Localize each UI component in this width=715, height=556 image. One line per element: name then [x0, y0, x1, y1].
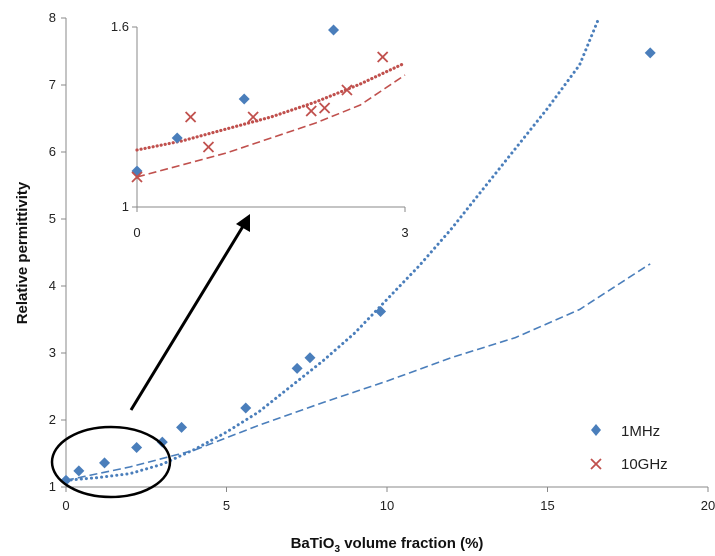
main-point-1mhz — [156, 436, 168, 448]
main-point-1mhz — [304, 352, 316, 364]
inset-point-10ghz — [341, 84, 353, 96]
main-point-1mhz — [240, 402, 252, 414]
main-point-1mhz — [375, 305, 387, 317]
main-y-tick-label: 3 — [49, 345, 56, 360]
inset-point-10ghz — [305, 105, 317, 117]
main-x-tick-label: 20 — [701, 498, 715, 513]
inset-x-tick-label: 0 — [133, 225, 140, 240]
main-dotted-fit-line — [64, 16, 601, 482]
main-dashed-fit-line — [65, 263, 651, 482]
main-x-tick-label: 10 — [380, 498, 394, 513]
inset-y-tick-label: 1 — [122, 199, 129, 214]
inset-y-tick-label: 1.6 — [111, 19, 129, 34]
main-y-tick-label: 6 — [49, 144, 56, 159]
legend-diamond-marker — [591, 424, 601, 436]
legend-item-1mhz: 1MHz — [591, 423, 660, 440]
zoom-arrow-head — [236, 214, 250, 232]
main-point-1mhz — [99, 457, 111, 469]
x-axis-label: BaTiO3 volume fraction (%) — [291, 535, 484, 555]
inset-point-1mhz — [238, 93, 250, 105]
inset-point-10ghz — [184, 111, 197, 123]
inset-point-1mhz — [171, 132, 183, 144]
inset-data-points — [131, 24, 389, 183]
legend-label-1mhz: 1MHz — [621, 423, 660, 440]
main-y-tick-label: 5 — [49, 211, 56, 226]
inset-x-tick-label: 3 — [401, 225, 408, 240]
main-point-1mhz — [131, 441, 143, 453]
inset-fit-lines — [135, 61, 407, 178]
inset-point-10ghz — [131, 171, 143, 183]
zoom-arrow — [129, 222, 247, 411]
main-y-tick-label: 2 — [49, 412, 56, 427]
main-fit-lines — [64, 16, 651, 482]
main-x-tick-label: 5 — [223, 498, 230, 513]
main-data-points — [60, 47, 656, 486]
legend-item-10ghz: 10GHz — [590, 456, 668, 473]
inset-point-10ghz — [377, 51, 389, 63]
inset-dotted-fit-line — [135, 61, 407, 152]
main-point-1mhz — [73, 465, 85, 477]
main-x-tick-label: 15 — [540, 498, 554, 513]
inset-point-1mhz — [328, 24, 340, 36]
main-y-tick-label: 7 — [49, 77, 56, 92]
main-y-tick-label: 1 — [49, 479, 56, 494]
inset-dashed-fit-line — [136, 74, 406, 178]
main-y-tick-label: 4 — [49, 278, 56, 293]
main-point-1mhz — [291, 362, 303, 374]
legend-label-10ghz: 10GHz — [621, 456, 668, 473]
inset-plot: 0 3 1 1.6 — [111, 19, 409, 240]
inset-point-10ghz — [318, 102, 331, 114]
inset-ticks: 0 3 1 1.6 — [111, 19, 409, 240]
main-point-1mhz — [644, 47, 656, 59]
inset-point-1mhz — [131, 165, 143, 177]
legend: 1MHz 10GHz — [590, 423, 668, 473]
main-point-1mhz — [176, 421, 188, 433]
main-y-tick-label: 8 — [49, 10, 56, 25]
y-axis-label: Relative permittivity — [14, 181, 31, 324]
inset-point-10ghz — [247, 111, 259, 123]
main-x-tick-label: 0 — [62, 498, 69, 513]
inset-point-10ghz — [202, 141, 215, 153]
legend-x-marker — [590, 458, 602, 470]
highlight-ellipse — [50, 425, 172, 499]
